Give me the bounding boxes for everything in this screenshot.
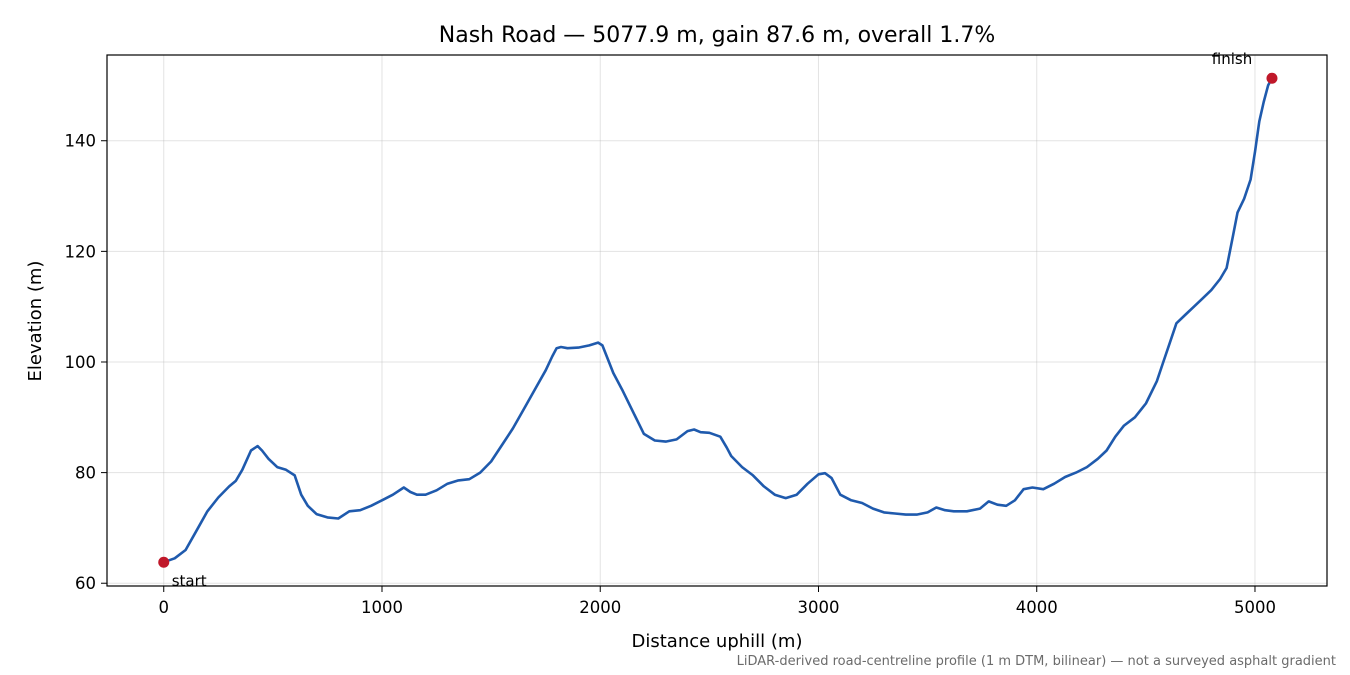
y-axis-label: Elevation (m) [25, 261, 46, 382]
y-tick-label: 120 [65, 242, 97, 261]
footnote: LiDAR-derived road-centreline profile (1… [737, 654, 1336, 669]
grid [107, 55, 1327, 586]
y-tick-label: 140 [65, 132, 97, 151]
start-marker [158, 556, 170, 568]
x-tick-label: 1000 [361, 598, 403, 617]
x-tick-label: 0 [158, 598, 169, 617]
y-tick-label: 80 [75, 464, 96, 483]
plot-frame [106, 54, 1328, 587]
x-tick-label: 3000 [797, 598, 839, 617]
y-tick-label: 60 [75, 574, 96, 593]
finish-marker [1266, 72, 1278, 84]
y-tick-label: 100 [65, 353, 97, 372]
x-axis-label: Distance uphill (m) [632, 631, 803, 652]
x-tick-label: 2000 [579, 598, 621, 617]
x-tick-label: 4000 [1016, 598, 1058, 617]
x-tick-label: 5000 [1234, 598, 1276, 617]
finish-annotation: finish [1212, 50, 1252, 68]
axis-ticks: 0 1000 2000 3000 4000 5000 60 80 100 120 140 [65, 132, 1276, 617]
chart-title: Nash Road — 5077.9 m, gain 87.6 m, overa… [439, 23, 995, 48]
elevation-line [162, 76, 1274, 564]
start-annotation: start [172, 572, 207, 590]
